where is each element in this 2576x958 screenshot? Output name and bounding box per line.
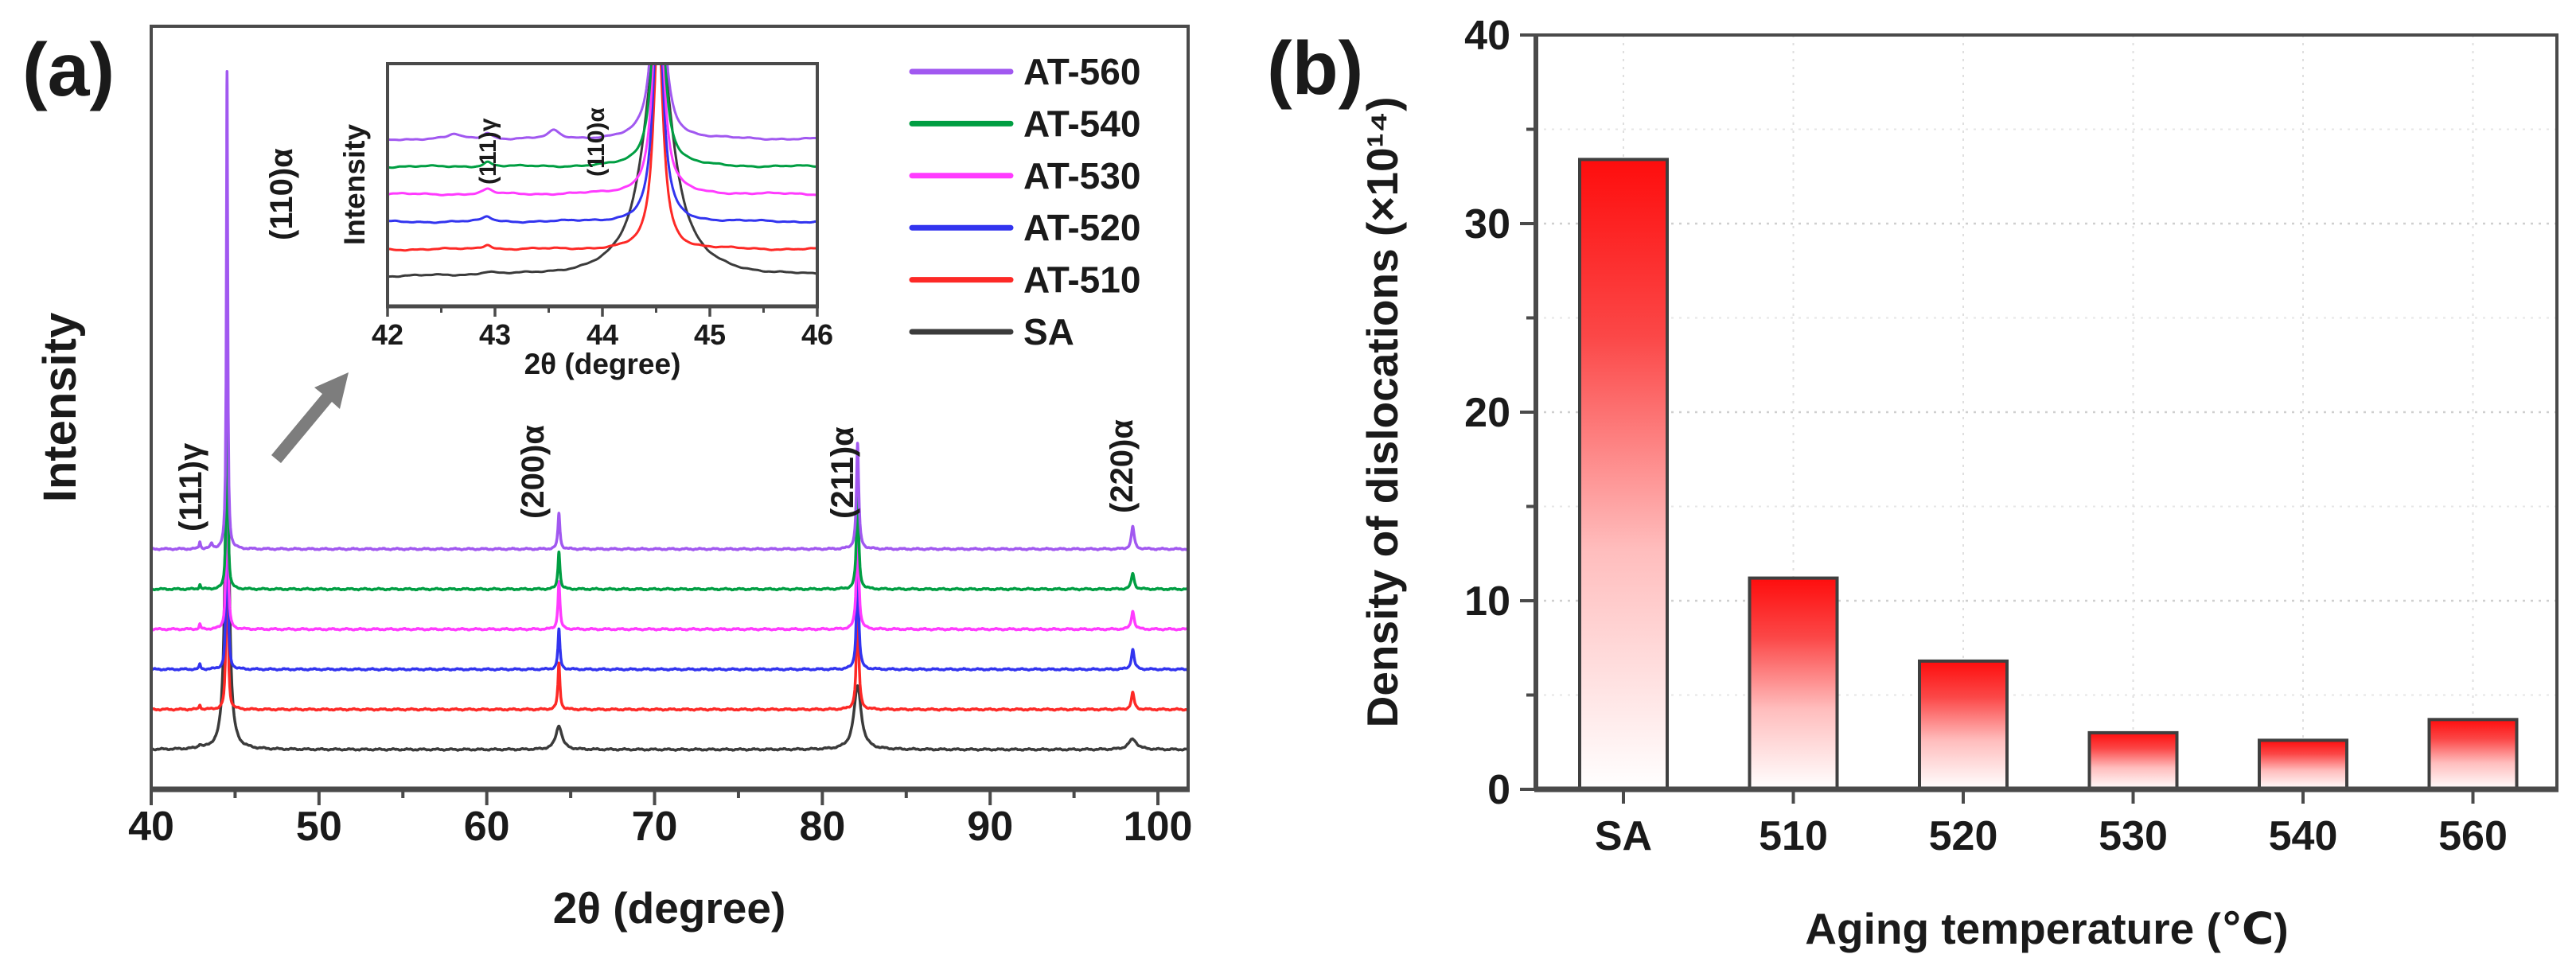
category-label: 530: [2099, 813, 2168, 859]
legend-item-label: AT-520: [1023, 207, 1140, 248]
xrd-curve-SA: [388, 64, 817, 278]
inset-x-ticks: 42 43 44 45 46: [372, 306, 833, 351]
y-tick-label: 40: [1464, 13, 1510, 59]
xrd-curve-AT-510: [151, 400, 1188, 712]
legend-item-label: AT-560: [1023, 51, 1140, 92]
legend-item: AT-530: [909, 155, 1140, 197]
xrd-curve-AT-540: [388, 64, 817, 169]
inset-peak-labels-group: (111)γ (110)α: [475, 107, 610, 185]
peak-label: (110)α: [264, 148, 299, 240]
bar-510: [1748, 576, 1839, 791]
x-tick-label: 90: [967, 804, 1013, 850]
category-label: SA: [1595, 813, 1652, 859]
xrd-curve-AT-560: [388, 64, 817, 142]
bar-520: [1918, 659, 2009, 792]
panel-a-x-ticks: 40 50 60 70 80 90 100: [128, 789, 1192, 850]
xrd-curve-AT-540: [151, 306, 1188, 592]
panel-a-label: (a): [22, 28, 115, 112]
xrd-curve-AT-520: [151, 373, 1188, 672]
xrd-curves-group: [151, 70, 1188, 752]
inset-x-tick-label: 45: [694, 318, 726, 351]
legend-item: AT-510: [909, 259, 1140, 301]
panel-b-dislocation-density: (b) 0 10 20 30 40 SA 510 520 530 540 560 Aging tem…: [1267, 13, 2558, 953]
inset-x-tick-label: 42: [372, 318, 403, 351]
legend: AT-560 AT-540 AT-530 AT-520 AT-510 SA: [909, 51, 1140, 352]
xrd-curve-AT-530: [151, 337, 1188, 632]
xrd-curve-AT-560: [151, 70, 1188, 551]
legend-item-label: AT-530: [1023, 155, 1140, 197]
y-tick-label: 10: [1464, 578, 1510, 625]
xrd-curve-AT-520: [388, 64, 817, 224]
legend-item: AT-560: [909, 51, 1140, 92]
legend-item: AT-520: [909, 207, 1140, 248]
legend-item-label: AT-510: [1023, 259, 1140, 301]
category-label: 540: [2269, 813, 2338, 859]
xrd-curve-SA: [151, 408, 1188, 752]
xrd-curve-AT-530: [388, 64, 817, 197]
peak-labels-group: (111)γ (110)α (200)α (211)α (220)α: [173, 148, 1140, 532]
legend-item-label: SA: [1023, 311, 1074, 352]
inset-magnified-xrd: 42 43 44 45 46 2θ (degree) Intensity (111)γ(…: [338, 62, 833, 380]
x-tick-label: 60: [464, 804, 510, 850]
panel-a-xrd-patterns: (a) 40 50 60 70 80 90 100 2θ (degree) Intensit…: [22, 25, 1192, 933]
panel-a-y-axis-title: Intensity: [34, 313, 86, 503]
x-tick-label: 70: [632, 804, 678, 850]
category-label: 560: [2438, 813, 2508, 859]
panel-b-label: (b): [1267, 26, 1363, 111]
inset-x-axis-title: 2θ (degree): [524, 348, 681, 380]
peak-label: (211)α: [825, 426, 860, 519]
x-tick-label: 100: [1124, 804, 1193, 850]
inset-x-tick-label: 43: [479, 318, 511, 351]
y-tick-label: 30: [1464, 201, 1510, 247]
panel-b-gridlines: [1536, 35, 2557, 789]
x-tick-label: 40: [128, 804, 174, 850]
category-label: 520: [1929, 813, 1998, 859]
inset-peak-label: (110)α: [583, 107, 610, 177]
panel-b-y-axis-title: Density of dislocations (×10¹⁴): [1358, 97, 1407, 728]
panel-b-bars: [1578, 158, 2519, 792]
inset-curves-group: [388, 64, 817, 278]
panel-b-x-axis-title: Aging temperature (℃): [1805, 904, 2288, 953]
bar-530: [2087, 730, 2179, 792]
peak-label: (200)α: [516, 425, 551, 519]
panel-a-x-axis-title: 2θ (degree): [553, 883, 786, 933]
y-tick-label: 0: [1487, 767, 1510, 813]
legend-item-label: AT-540: [1023, 103, 1140, 144]
inset-y-axis-title: Intensity: [338, 124, 371, 246]
x-tick-label: 50: [296, 804, 342, 850]
bar-540: [2258, 738, 2348, 792]
inset-pointer-arrow-icon: [271, 372, 349, 463]
x-tick-label: 80: [799, 804, 845, 850]
legend-item: AT-540: [909, 103, 1140, 144]
inset-background: [388, 64, 817, 306]
bar-560: [2427, 718, 2519, 791]
y-tick-label: 20: [1464, 390, 1510, 436]
peak-label: (111)γ: [173, 442, 208, 532]
inset-x-tick-label: 46: [801, 318, 833, 351]
legend-item: SA: [909, 311, 1074, 352]
bar-SA: [1578, 158, 1669, 792]
xrd-curve-AT-510: [388, 64, 817, 252]
category-label: 510: [1759, 813, 1828, 859]
inset-x-tick-label: 44: [587, 318, 618, 351]
inset-peak-label: (111)γ: [475, 118, 501, 185]
panel-b-ticks: 0 10 20 30 40 SA 510 520 530 540 560: [1464, 13, 2508, 859]
peak-label: (220)α: [1105, 419, 1140, 513]
